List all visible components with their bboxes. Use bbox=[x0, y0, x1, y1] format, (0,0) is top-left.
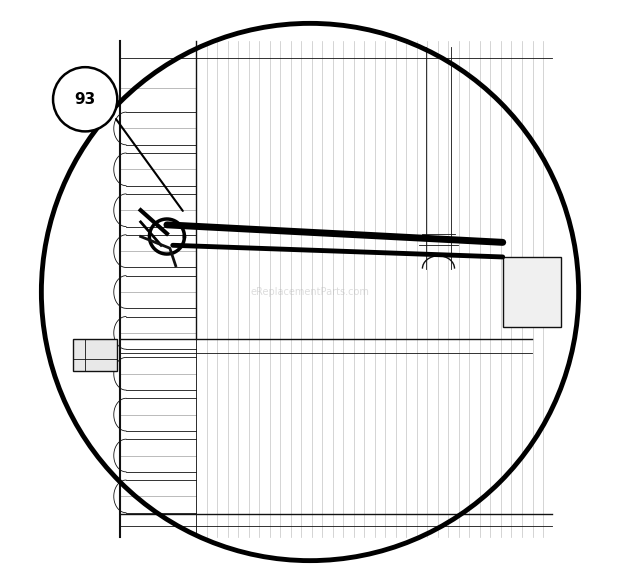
Text: 93: 93 bbox=[74, 92, 95, 107]
Bar bbox=[74, 339, 117, 371]
Bar bbox=[503, 257, 561, 327]
Circle shape bbox=[53, 67, 117, 131]
Text: eReplacementParts.com: eReplacementParts.com bbox=[250, 287, 370, 297]
